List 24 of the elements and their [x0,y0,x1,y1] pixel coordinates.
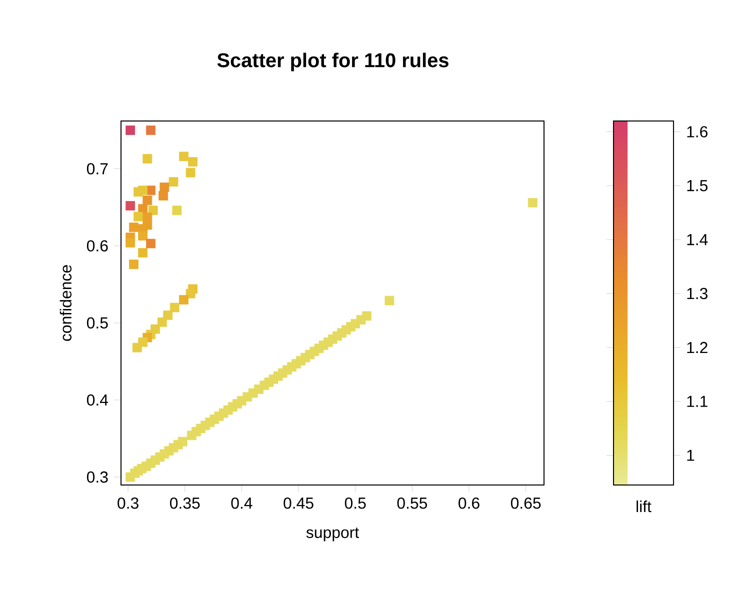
y-tick-label: 0.7 [86,163,108,174]
color-bar-title: lift [636,500,652,512]
y-tick-label: 0.5 [86,317,108,329]
x-tick-label: 0.55 [397,498,428,509]
color-bar-label: 1.4 [687,234,708,246]
x-tick-label: 0.3 [118,498,138,509]
x-tick-label: 0.45 [284,498,314,509]
y-tick-label: 0.6 [86,240,108,252]
x-tick-label: 0.6 [458,498,480,509]
color-bar-label: 1.5 [687,180,708,192]
x-tick-label: 0.4 [231,498,252,509]
color-bar-label: 1.6 [687,126,708,138]
chart-title: Scatter plot for 110 rules [217,52,448,72]
color-bar-label: 1.3 [687,288,708,300]
color-bar-label: 1.2 [687,342,708,354]
x-tick-label: 0.65 [510,498,541,509]
x-tick-label: 0.5 [344,498,366,509]
color-bar-label: 1.1 [687,396,708,407]
y-tick-label: 0.3 [86,471,108,483]
color-bar-label: 1 [687,450,694,461]
x-tick-label: 0.35 [170,498,200,509]
y-axis-title: confidence [60,265,72,341]
x-axis-title: support [306,528,359,542]
y-tick-label: 0.4 [86,394,108,406]
